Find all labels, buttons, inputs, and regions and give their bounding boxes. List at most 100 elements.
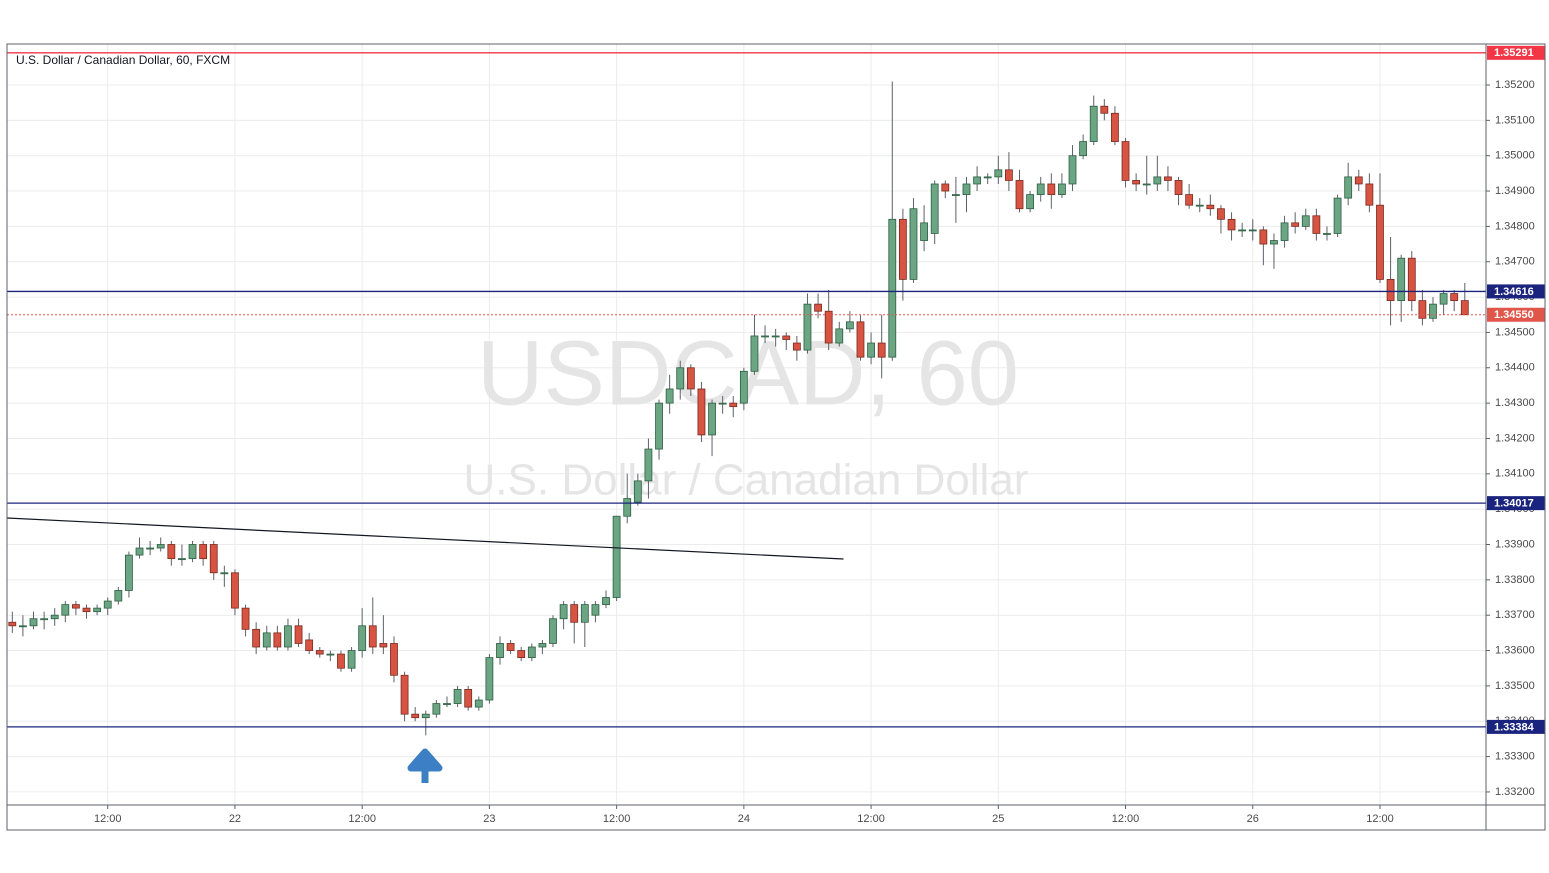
candle-body <box>792 342 801 351</box>
candle-body <box>1111 112 1119 142</box>
candle-body <box>1354 176 1363 185</box>
y-tick-label: 1.34900 <box>1495 185 1535 197</box>
y-tick-label: 1.35000 <box>1495 150 1535 162</box>
candle-body <box>549 618 557 644</box>
candle-body <box>718 402 727 405</box>
candle-body <box>761 335 769 338</box>
candle-body <box>61 604 70 616</box>
candle-body <box>909 208 918 280</box>
candle-body <box>559 604 568 620</box>
candle-body <box>1460 300 1469 316</box>
y-tick-label: 1.34300 <box>1495 397 1535 409</box>
candle-body <box>803 303 812 351</box>
level-label: 1.34616 <box>1494 286 1534 298</box>
candle-body <box>527 646 536 659</box>
candle-body <box>1248 229 1257 232</box>
y-tick-label: 1.34700 <box>1495 256 1535 268</box>
candle-body <box>125 554 133 591</box>
candle-body <box>1439 293 1448 305</box>
candle-body <box>623 498 632 517</box>
x-tick-label: 12:00 <box>1112 813 1140 825</box>
axes: 1.332001.333001.334001.335001.336001.337… <box>94 45 1545 825</box>
candle-body <box>930 183 939 234</box>
y-tick-label: 1.34200 <box>1495 432 1535 444</box>
candle-body <box>1238 229 1247 232</box>
candle-body <box>782 335 791 340</box>
x-tick-label: 26 <box>1247 813 1259 825</box>
candle-body <box>156 544 165 549</box>
candle-body <box>644 448 653 482</box>
y-tick-label: 1.34800 <box>1495 220 1535 232</box>
level-label-box <box>1487 284 1545 299</box>
candle-body <box>178 558 186 561</box>
candle-body <box>421 713 430 719</box>
y-tick-label: 1.33600 <box>1495 644 1535 656</box>
candle-body <box>368 625 377 648</box>
x-tick-label: 12:00 <box>94 813 122 825</box>
candle-body <box>867 342 875 358</box>
y-tick-label: 1.33800 <box>1495 574 1535 586</box>
y-tick-label: 1.35200 <box>1495 79 1535 91</box>
candle-body <box>82 607 91 613</box>
candle-body <box>379 643 388 648</box>
candle-body <box>1089 105 1098 142</box>
candle-body <box>1301 215 1310 227</box>
chart-title: U.S. Dollar / Canadian Dollar, 60, FXCM <box>16 53 230 67</box>
candle-body <box>347 650 356 669</box>
candle-body <box>8 621 17 627</box>
candle-body <box>432 703 441 715</box>
candle-body <box>390 643 398 676</box>
y-tick-label: 1.33300 <box>1495 750 1535 762</box>
candle-body <box>209 544 218 574</box>
candle-body <box>167 544 176 560</box>
candle-body <box>40 618 49 621</box>
candle-body <box>1217 208 1225 220</box>
candle-body <box>814 303 822 312</box>
level-label: 1.33384 <box>1494 721 1535 733</box>
candle-body <box>1100 105 1109 114</box>
candle-body <box>1333 197 1342 234</box>
candle-body <box>729 402 738 408</box>
candle-body <box>920 222 928 241</box>
candle-body <box>135 547 144 556</box>
frame <box>6 43 1546 831</box>
level-label: 1.34550 <box>1494 309 1534 321</box>
y-tick-label: 1.35100 <box>1495 114 1535 126</box>
candle-body <box>50 614 59 620</box>
candle-body <box>1068 155 1077 185</box>
candle-body <box>93 607 102 613</box>
candle-body <box>199 544 208 560</box>
candle-body <box>1026 194 1035 210</box>
level-label: 1.34017 <box>1494 498 1534 510</box>
watermark: USDCAD, 60 <box>477 322 1019 424</box>
y-tick-label: 1.33500 <box>1495 680 1535 692</box>
candle-body <box>464 689 473 708</box>
candle-body <box>294 625 303 644</box>
y-tick-label: 1.33700 <box>1495 609 1535 621</box>
candle-body <box>602 597 610 605</box>
candle-body <box>845 321 854 330</box>
candle-body <box>188 544 197 560</box>
level-label-box <box>1487 307 1545 322</box>
candle-body <box>941 183 950 192</box>
candle-body <box>1015 180 1024 210</box>
candle-body <box>1185 194 1194 206</box>
candle-body <box>1153 176 1162 185</box>
candle-body <box>1121 141 1130 181</box>
grid <box>7 44 1486 805</box>
candle-body <box>496 643 504 659</box>
level-label-box <box>1487 45 1545 60</box>
candle-body <box>835 328 844 344</box>
candle-body <box>19 625 27 628</box>
candle-body <box>315 650 324 655</box>
candle-body <box>220 572 229 575</box>
candle-body <box>1195 204 1204 207</box>
x-tick-label: 22 <box>229 813 241 825</box>
candle-body <box>1312 215 1321 234</box>
candle-body <box>877 342 886 358</box>
candle-body <box>358 625 367 651</box>
y-tick-label: 1.33200 <box>1495 786 1535 798</box>
candle-body <box>973 176 981 185</box>
candle-body <box>580 604 589 623</box>
